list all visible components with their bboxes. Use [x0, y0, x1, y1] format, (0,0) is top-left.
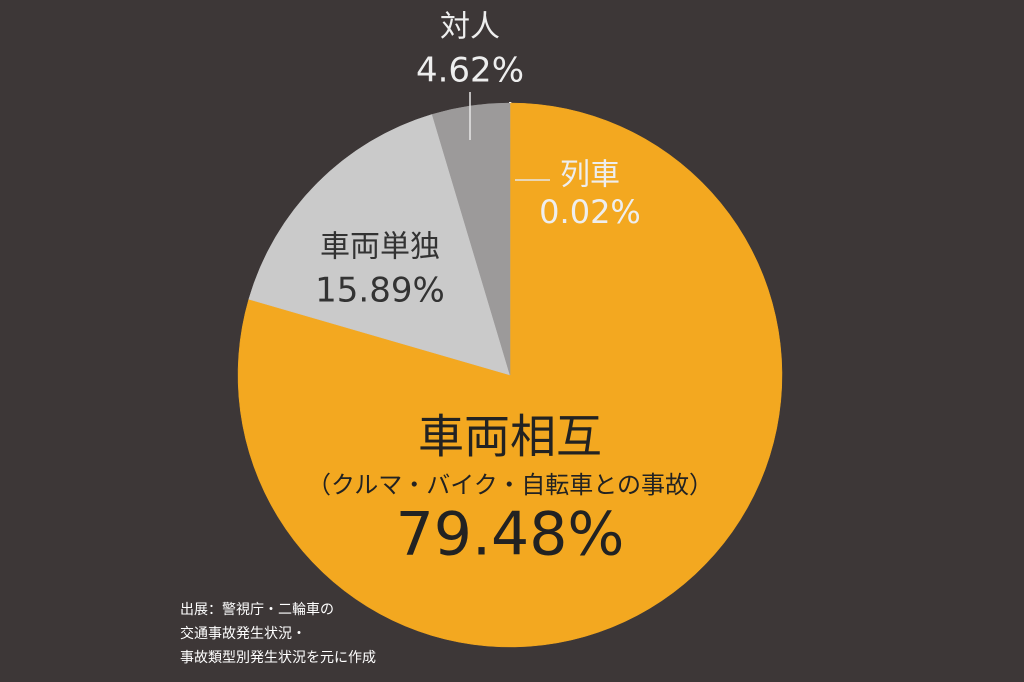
- value-label: 4.62%: [416, 51, 524, 91]
- pie: [237, 101, 783, 648]
- annotation: （クルマ・バイク・自転車との事故）: [307, 471, 713, 499]
- pie-slice: [248, 114, 511, 376]
- category-label: 列車: [560, 158, 620, 193]
- category-label: 車両単独: [320, 230, 440, 265]
- value-label: 79.48%: [396, 500, 625, 570]
- source-note: 事故類型別発生状況を元に作成: [180, 650, 376, 666]
- value-label: 15.89%: [315, 271, 445, 311]
- labels: 列車0.02% 車両相互 79.48% 車両単独 15.89% 対人 4.62%: [315, 10, 641, 570]
- category-label: 対人: [440, 10, 500, 45]
- source-note: 出展：警視庁・二輪車の: [180, 601, 334, 618]
- source-note: 交通事故発生状況・: [180, 625, 306, 642]
- value-label: 0.02%: [539, 193, 641, 231]
- category-label: 車両相互: [418, 410, 602, 464]
